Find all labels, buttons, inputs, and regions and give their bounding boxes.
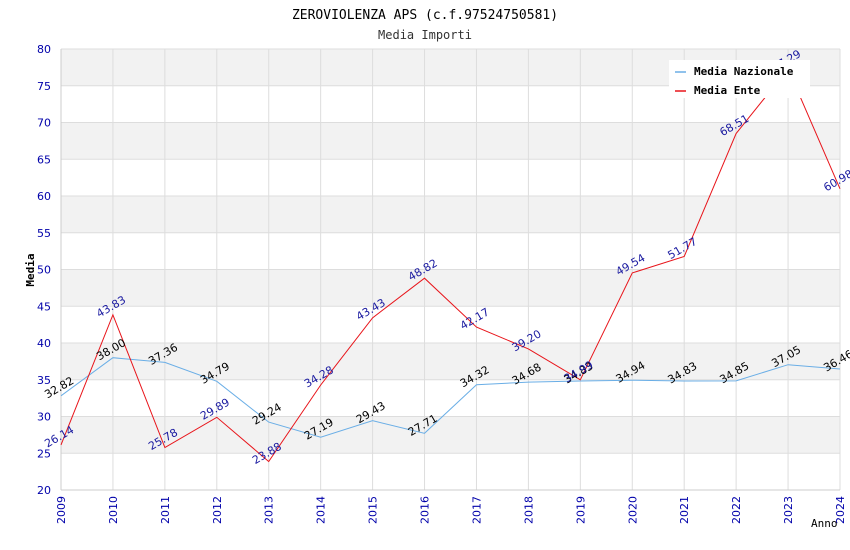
y-tick-label: 75 — [37, 80, 51, 93]
grid-band — [61, 306, 840, 343]
x-tick-label: 2023 — [782, 496, 795, 524]
grid-band — [61, 343, 840, 380]
grid-band — [61, 232, 840, 270]
series-lines — [60, 67, 841, 463]
x-axis-label: Anno — [811, 517, 838, 530]
legend-label-media-nazionale: Media Nazionale — [694, 65, 794, 78]
series-line-media-nazionale — [60, 357, 841, 438]
x-tick-label: 2011 — [159, 496, 172, 524]
x-tick-label: 2009 — [55, 496, 68, 524]
legend-box — [669, 60, 810, 98]
grid-band — [61, 416, 840, 454]
grid-band — [61, 269, 840, 307]
y-tick-label: 80 — [37, 43, 51, 56]
x-tick-label: 2024 — [834, 496, 847, 524]
y-tick-label: 25 — [37, 447, 51, 460]
grid-bands — [61, 49, 840, 490]
chart-subtitle: Media Importi — [378, 28, 472, 42]
x-tick-label: 2019 — [574, 496, 587, 524]
x-axis-ticks: 2009 2010 2011 2012 2013 2014 2015 2016 2017 2018… — [55, 496, 847, 524]
grid-band — [61, 379, 840, 417]
y-tick-label: 60 — [37, 190, 51, 203]
y-tick-label: 30 — [37, 411, 51, 424]
x-tick-label: 2012 — [211, 496, 224, 524]
x-tick-label: 2013 — [263, 496, 276, 524]
y-tick-label: 45 — [37, 300, 51, 313]
x-tick-label: 2014 — [315, 496, 328, 524]
grid-band — [61, 122, 840, 160]
x-tick-label: 2022 — [730, 496, 743, 524]
x-tick-label: 2016 — [419, 496, 432, 524]
y-tick-label: 50 — [37, 264, 51, 277]
legend-label-media-ente: Media Ente — [694, 84, 761, 97]
y-tick-label: 65 — [37, 153, 51, 166]
grid-band — [61, 196, 840, 233]
y-axis-ticks: 20 25 30 35 40 45 50 55 60 65 70 75 80 — [37, 43, 51, 497]
x-tick-label: 2018 — [522, 496, 535, 524]
y-tick-label: 55 — [37, 227, 51, 240]
legend: Media Nazionale Media Ente — [669, 60, 810, 98]
x-tick-label: 2020 — [626, 496, 639, 524]
y-tick-label: 20 — [37, 484, 51, 497]
x-tick-label: 2015 — [367, 496, 380, 524]
y-tick-label: 70 — [37, 117, 51, 130]
grid-band — [61, 453, 840, 490]
x-tick-label: 2021 — [678, 496, 691, 524]
y-tick-label: 40 — [37, 337, 51, 350]
x-tick-label: 2010 — [107, 496, 120, 524]
y-tick-label: 35 — [37, 374, 51, 387]
chart-title: ZEROVIOLENZA APS (c.f.97524750581) — [292, 8, 558, 23]
series-line-media-ente — [60, 67, 841, 463]
x-tick-label: 2017 — [470, 496, 483, 524]
grid-band — [61, 159, 840, 196]
y-axis-label: Media — [24, 253, 37, 286]
